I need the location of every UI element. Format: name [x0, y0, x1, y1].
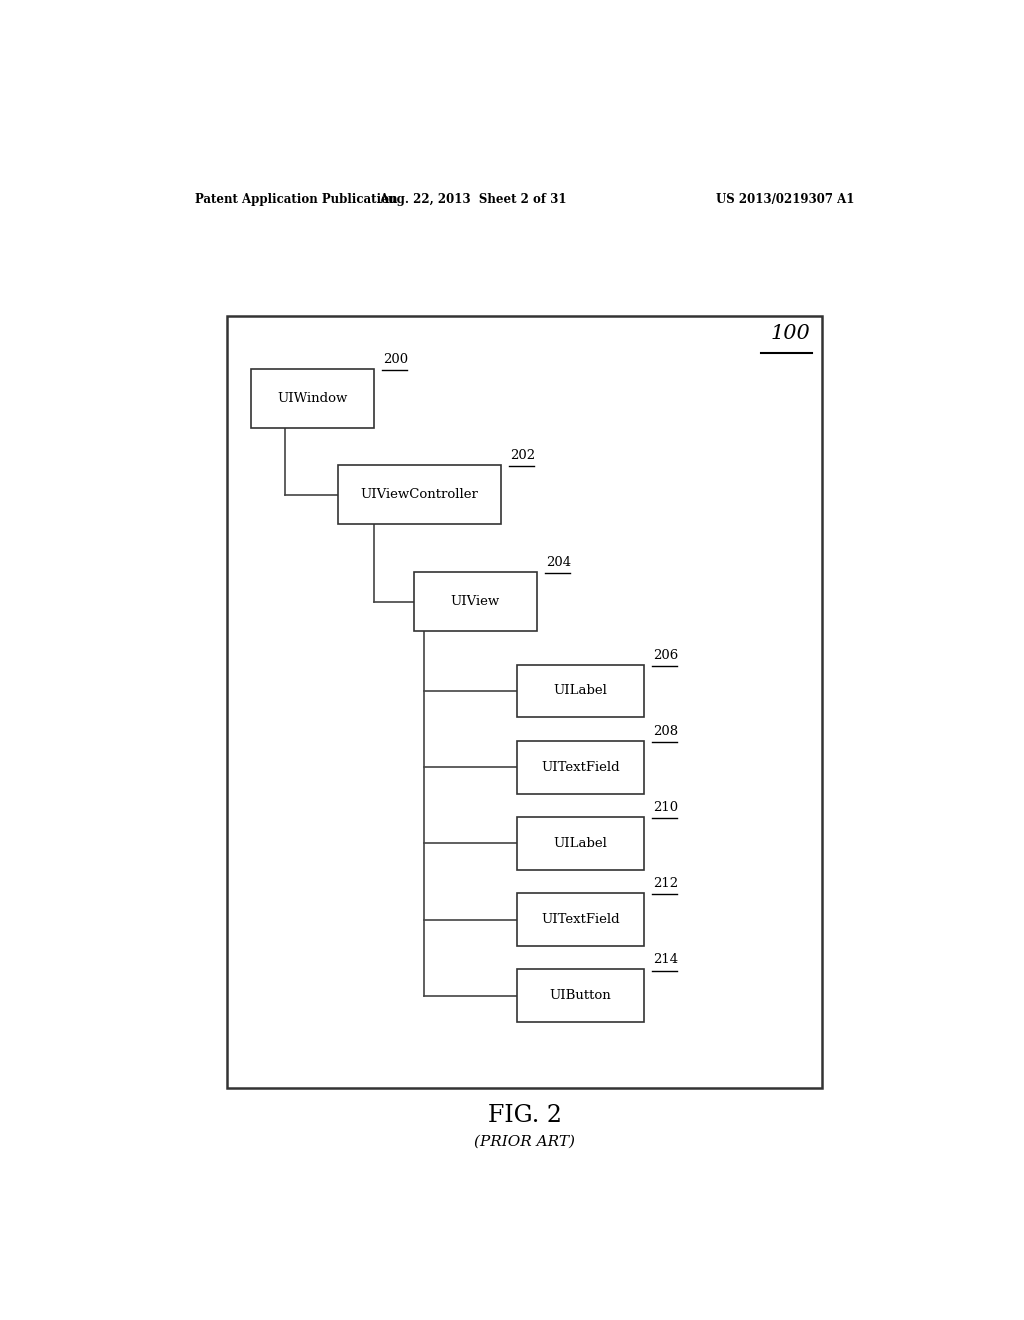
Text: 214: 214 — [653, 953, 679, 966]
Bar — [227, 315, 822, 1089]
Bar — [517, 894, 644, 946]
Bar — [517, 664, 644, 718]
Text: (PRIOR ART): (PRIOR ART) — [474, 1134, 575, 1148]
Bar — [517, 741, 644, 793]
Text: Aug. 22, 2013  Sheet 2 of 31: Aug. 22, 2013 Sheet 2 of 31 — [380, 193, 567, 206]
Text: 208: 208 — [653, 725, 679, 738]
Text: UIWindow: UIWindow — [278, 392, 348, 405]
Text: UILabel: UILabel — [553, 837, 607, 850]
Text: 212: 212 — [653, 878, 679, 890]
Bar — [338, 466, 501, 524]
Text: US 2013/0219307 A1: US 2013/0219307 A1 — [716, 193, 854, 206]
Text: UIButton: UIButton — [550, 990, 611, 1002]
Bar — [251, 368, 374, 428]
Text: Patent Application Publication: Patent Application Publication — [196, 193, 398, 206]
Text: 206: 206 — [653, 648, 679, 661]
Text: FIG. 2: FIG. 2 — [487, 1105, 562, 1127]
Bar — [517, 969, 644, 1022]
Text: 204: 204 — [546, 556, 571, 569]
Text: UITextField: UITextField — [541, 760, 620, 774]
Text: 202: 202 — [511, 449, 536, 462]
Text: 200: 200 — [384, 352, 409, 366]
Bar — [517, 817, 644, 870]
Text: UIViewController: UIViewController — [360, 488, 478, 502]
Text: UILabel: UILabel — [553, 685, 607, 697]
Text: 210: 210 — [653, 801, 679, 814]
Text: 100: 100 — [771, 325, 811, 343]
Bar — [414, 572, 537, 631]
Text: UITextField: UITextField — [541, 913, 620, 927]
Text: UIView: UIView — [451, 595, 500, 609]
